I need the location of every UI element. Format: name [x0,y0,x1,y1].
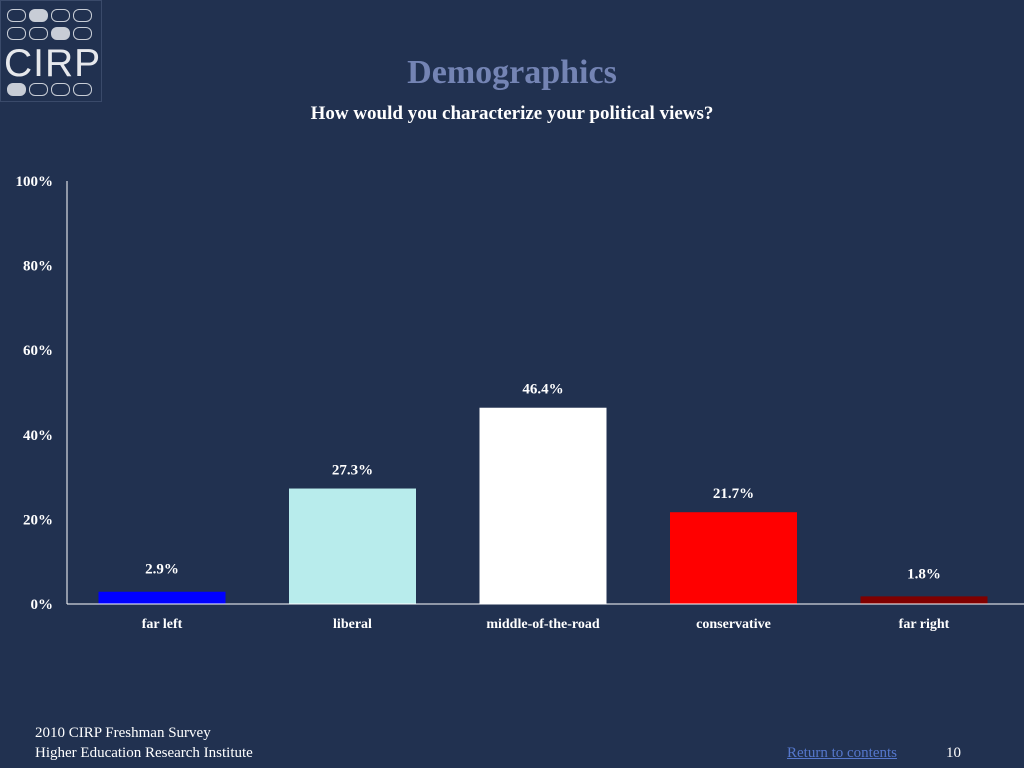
logo-pill [51,9,70,22]
bar-far-left [98,591,226,604]
bar-value-labels: 2.9% 27.3% 46.4% 21.7% 1.8% [145,382,941,583]
x-tick-label: middle-of-the-road [486,617,599,632]
page-number: 10 [946,745,961,761]
footer-institute: Higher Education Research Institute [35,745,253,761]
y-axis-ticks: 0% 20% 40% 60% 80% 100% [16,174,54,613]
logo-pill-row [7,83,92,96]
logo-pill [29,27,48,40]
footer-survey-name: 2010 CIRP Freshman Survey [35,725,211,741]
y-tick-label: 60% [23,343,53,359]
y-tick-label: 20% [23,512,53,528]
bar-value-label: 27.3% [332,463,373,479]
bar-conservative [670,512,797,604]
bar-value-label: 1.8% [907,566,941,582]
logo-pill [7,9,26,22]
logo-pill [73,27,92,40]
logo-text: CIRP [4,42,102,85]
logo-pill [7,83,26,96]
y-tick-label: 80% [23,259,53,275]
y-tick-label: 100% [16,174,54,190]
y-tick-label: 40% [23,428,53,444]
logo-pill [51,27,70,40]
logo-pill-row [7,9,92,22]
bars [98,407,988,604]
bar-value-label: 2.9% [145,562,179,578]
bar-value-label: 21.7% [713,486,754,502]
logo-pill [7,27,26,40]
cirp-logo: CIRP [0,0,102,102]
x-tick-label: conservative [696,617,771,632]
logo-pill-row [7,27,92,40]
x-tick-label: far right [899,617,950,632]
bar-liberal [289,488,416,604]
logo-pill [73,83,92,96]
x-tick-label: liberal [333,617,372,632]
x-axis-labels: far left liberal middle-of-the-road conserv… [142,617,950,632]
logo-pill [29,83,48,96]
logo-pill [29,9,48,22]
bar-far-right [860,596,988,604]
page-title: Demographics [407,54,617,91]
bar-value-label: 46.4% [522,382,563,398]
bar-middle-of-the-road [479,407,607,604]
return-to-contents-link[interactable]: Return to contents [787,745,897,761]
y-tick-label: 0% [31,597,54,613]
x-tick-label: far left [142,617,183,632]
chart-subtitle: How would you characterize your politica… [310,103,714,124]
logo-pill [73,9,92,22]
logo-pill [51,83,70,96]
